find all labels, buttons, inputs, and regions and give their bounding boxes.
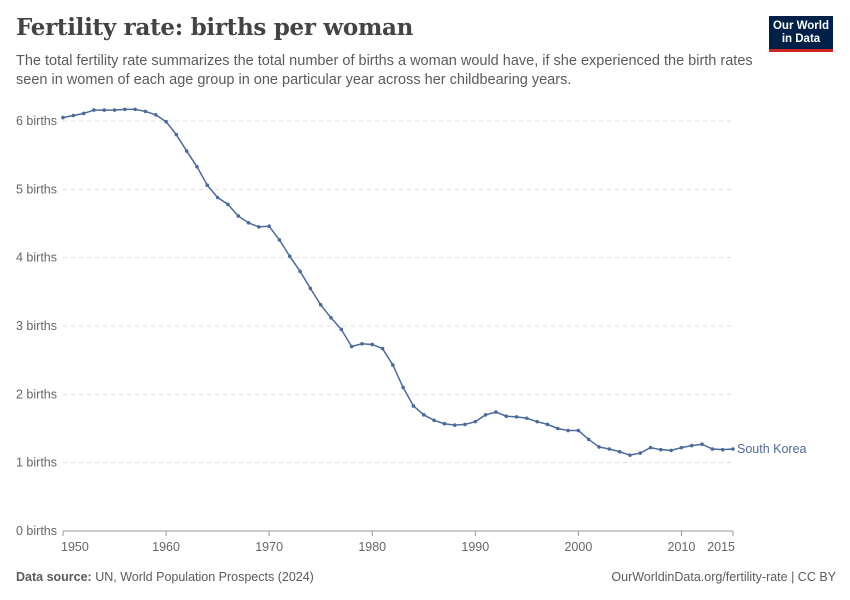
data-point	[659, 447, 663, 452]
data-point	[370, 342, 375, 347]
data-point	[607, 447, 612, 451]
data-point	[391, 363, 395, 367]
data-point	[432, 418, 436, 423]
data-point	[648, 445, 653, 450]
data-point	[679, 445, 684, 450]
y-tick-label: 3 births	[16, 319, 57, 333]
data-point	[380, 346, 385, 351]
data-point	[71, 113, 76, 118]
series-label: South Korea	[737, 442, 807, 456]
data-point	[246, 221, 251, 225]
y-tick-label: 2 births	[16, 387, 57, 401]
data-point	[143, 109, 148, 114]
x-tick-label: 2000	[564, 540, 592, 554]
x-tick-label: 1970	[255, 540, 283, 554]
data-point	[710, 447, 715, 451]
chart-title: Fertility rate: births per woman	[16, 14, 414, 41]
data-point	[112, 108, 117, 112]
data-point	[535, 419, 539, 424]
data-point	[473, 419, 478, 424]
data-point	[566, 428, 570, 433]
data-point	[164, 119, 168, 124]
data-point	[401, 385, 405, 390]
data-point	[102, 108, 107, 112]
data-point	[576, 428, 581, 433]
y-tick-label: 5 births	[16, 182, 57, 196]
data-point	[442, 421, 447, 426]
data-point	[318, 303, 323, 307]
data-point	[545, 422, 550, 427]
data-point	[277, 238, 282, 242]
data-point	[360, 341, 364, 346]
x-tick-label: 2015	[707, 540, 735, 554]
data-point	[236, 214, 241, 218]
data-point	[494, 410, 498, 414]
x-tick-label: 1980	[358, 540, 386, 554]
data-point	[195, 164, 199, 169]
data-point	[308, 286, 313, 291]
data-point	[617, 449, 622, 454]
owid-logo[interactable]: Our World in Data	[769, 16, 833, 52]
x-tick-label: 1960	[152, 540, 180, 554]
footer-link[interactable]: OurWorldinData.org/fertility-rate | CC B…	[611, 570, 836, 584]
data-point	[689, 443, 694, 448]
data-point	[555, 426, 560, 431]
data-point	[257, 225, 261, 229]
data-point	[287, 254, 292, 259]
data-point	[586, 437, 591, 442]
data-point	[349, 344, 354, 349]
data-point	[452, 423, 457, 427]
data-source: Data source: UN, World Population Prospe…	[16, 570, 314, 584]
data-point	[205, 183, 210, 188]
data-point	[504, 414, 509, 419]
data-point	[133, 107, 137, 112]
data-point	[597, 445, 601, 449]
x-tick-label: 1950	[61, 540, 89, 554]
source-text[interactable]: UN, World Population Prospects (2024)	[95, 570, 314, 584]
data-point	[226, 202, 230, 207]
y-tick-label: 4 births	[16, 251, 57, 265]
data-point	[638, 451, 643, 455]
data-point	[174, 132, 179, 137]
data-point	[215, 195, 220, 200]
data-point	[514, 415, 519, 419]
data-point	[298, 269, 302, 274]
data-point	[123, 107, 127, 112]
y-tick-label: 1 births	[16, 456, 57, 470]
data-point	[329, 316, 333, 320]
data-point	[61, 115, 65, 120]
data-point	[339, 327, 344, 332]
data-point	[483, 413, 488, 417]
data-point	[700, 442, 704, 447]
data-point	[267, 224, 271, 229]
data-point	[720, 447, 725, 452]
data-point	[184, 149, 189, 153]
data-point	[463, 422, 467, 427]
data-point	[421, 413, 426, 417]
data-point	[669, 448, 673, 453]
x-tick-label: 2010	[668, 540, 696, 554]
data-point	[153, 113, 158, 117]
data-point	[731, 447, 735, 451]
data-point	[81, 111, 86, 116]
chart-subtitle: The total fertility rate summarizes the …	[16, 53, 753, 88]
source-label: Data source:	[16, 570, 92, 584]
y-tick-label: 0 births	[16, 524, 57, 538]
data-point	[525, 416, 529, 421]
data-point	[628, 453, 632, 457]
data-point	[92, 108, 96, 112]
y-tick-label: 6 births	[16, 114, 57, 128]
x-tick-label: 1990	[461, 540, 489, 554]
series-line	[62, 108, 734, 456]
data-point	[411, 404, 416, 408]
